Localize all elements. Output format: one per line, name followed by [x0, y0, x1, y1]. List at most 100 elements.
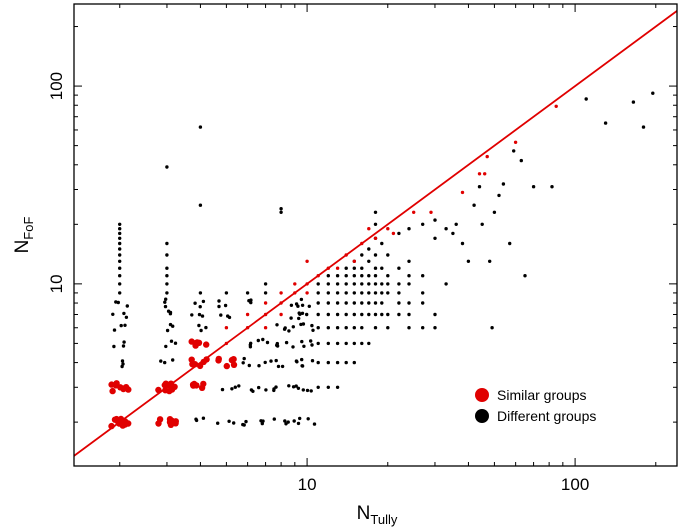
point-different-groups: [367, 259, 371, 263]
point-different-groups: [305, 312, 309, 317]
point-different-groups: [326, 282, 330, 286]
point-different-groups: [316, 326, 320, 330]
point-different-groups: [224, 291, 229, 295]
point-different-groups: [497, 193, 501, 198]
point-different-groups: [294, 302, 299, 306]
point-different-groups: [306, 417, 310, 421]
point-different-groups: [169, 339, 174, 343]
point-different-groups: [352, 326, 356, 330]
point-different-groups: [367, 341, 371, 346]
y-tick-label: 10: [47, 274, 66, 293]
point-similar-groups: [477, 172, 482, 176]
y-axis-label-sub: FoF: [21, 217, 36, 240]
point-different-groups: [242, 356, 246, 361]
point-different-groups: [119, 323, 123, 328]
point-different-groups: [380, 282, 384, 286]
point-similar-groups: [293, 282, 297, 286]
point-different-groups: [421, 326, 425, 330]
point-different-groups: [227, 419, 231, 423]
point-different-groups: [421, 274, 425, 278]
point-different-groups: [165, 266, 169, 270]
point-different-groups: [407, 312, 411, 317]
point-different-groups: [289, 316, 293, 320]
legend-label-different: Different groups: [497, 408, 596, 424]
point-different-groups: [301, 388, 305, 392]
point-different-groups: [116, 300, 121, 305]
point-different-groups: [197, 312, 202, 317]
point-different-groups: [352, 282, 356, 286]
point-different-groups: [297, 316, 301, 321]
point-different-groups: [198, 305, 202, 309]
point-different-groups: [291, 345, 295, 349]
point-similar-groups: [513, 140, 518, 144]
point-different-groups: [272, 388, 276, 393]
point-different-groups: [171, 358, 175, 362]
point-different-groups: [118, 231, 122, 236]
point-different-groups: [307, 304, 311, 308]
point-different-groups: [407, 282, 411, 286]
point-different-groups: [421, 301, 425, 305]
point-different-groups: [287, 329, 291, 333]
point-similar-groups: [305, 259, 309, 263]
x-tick-label: 10: [298, 475, 317, 494]
point-different-groups: [118, 274, 122, 278]
point-similar-groups: [373, 236, 378, 240]
point-similar-groups: [156, 416, 164, 423]
point-different-groups: [118, 222, 122, 226]
point-similar-groups: [223, 362, 230, 370]
point-different-groups: [118, 253, 122, 257]
point-different-groups: [367, 282, 371, 286]
point-different-groups: [198, 291, 203, 295]
y-axis-label: NFoF: [12, 217, 36, 254]
point-different-groups: [519, 158, 523, 163]
point-different-groups: [360, 341, 364, 346]
point-different-groups: [296, 421, 301, 426]
point-different-groups: [311, 328, 315, 332]
point-different-groups: [244, 419, 248, 424]
point-different-groups: [272, 417, 276, 421]
point-different-groups: [312, 422, 317, 426]
point-different-groups: [326, 291, 330, 295]
point-different-groups: [230, 387, 234, 391]
point-similar-groups: [172, 418, 179, 425]
point-different-groups: [326, 274, 330, 278]
point-different-groups: [386, 312, 390, 317]
point-different-groups: [259, 419, 263, 423]
legend-marker-different: [475, 409, 489, 423]
point-different-groups: [165, 253, 169, 257]
point-different-groups: [280, 364, 285, 369]
point-different-groups: [310, 323, 314, 328]
point-different-groups: [603, 121, 608, 125]
point-different-groups: [316, 341, 320, 346]
point-different-groups: [197, 323, 201, 328]
point-different-groups: [248, 345, 253, 349]
point-different-groups: [433, 312, 437, 317]
point-different-groups: [421, 291, 425, 295]
point-different-groups: [492, 210, 497, 214]
point-similar-groups: [386, 227, 390, 231]
point-different-groups: [344, 360, 348, 365]
point-different-groups: [584, 97, 588, 101]
point-similar-groups: [188, 338, 195, 345]
point-different-groups: [651, 91, 655, 95]
point-different-groups: [433, 218, 437, 222]
x-tick-label: 100: [561, 475, 589, 494]
point-different-groups: [168, 310, 173, 315]
point-different-groups: [373, 210, 378, 214]
point-different-groups: [407, 274, 411, 278]
point-different-groups: [201, 299, 206, 304]
point-different-groups: [407, 301, 411, 305]
point-different-groups: [326, 312, 330, 317]
point-different-groups: [316, 385, 320, 389]
point-similar-groups: [125, 386, 132, 393]
y-axis-label-main: N: [12, 240, 33, 254]
point-different-groups: [274, 385, 278, 389]
point-different-groups: [316, 312, 320, 317]
point-different-groups: [164, 297, 168, 301]
point-different-groups: [163, 360, 167, 365]
point-different-groups: [360, 291, 364, 295]
point-similar-groups: [429, 210, 433, 214]
reference-line: [73, 10, 678, 457]
point-different-groups: [373, 301, 378, 305]
point-different-groups: [249, 341, 253, 345]
